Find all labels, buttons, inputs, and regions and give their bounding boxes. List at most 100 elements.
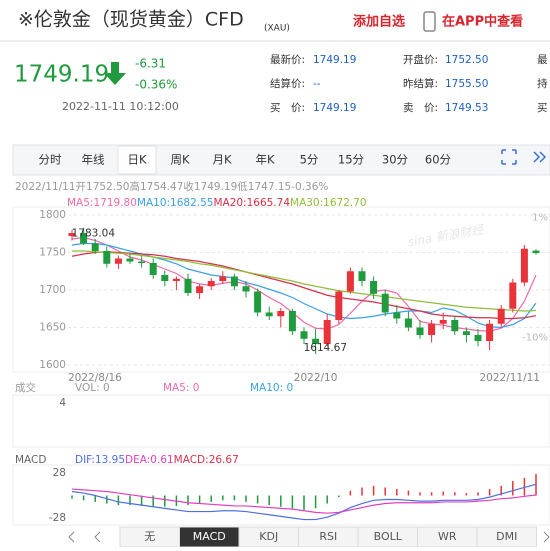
- legend-value: 1682.55: [170, 197, 213, 209]
- indicator-tab-label[interactable]: WR: [438, 530, 457, 543]
- legend-value: 1719.80: [93, 197, 136, 209]
- field-label: 开盘价:: [403, 53, 438, 66]
- indicator-tab-label[interactable]: MACD: [193, 530, 226, 543]
- tab[interactable]: 日K: [127, 153, 146, 167]
- tab[interactable]: 5分: [300, 153, 319, 167]
- x-tick-label: 2022/10: [294, 372, 338, 384]
- candle-body: [91, 243, 99, 251]
- candle-body: [520, 248, 528, 283]
- down-arrow: [104, 62, 126, 85]
- legend-value: 1665.74: [247, 197, 291, 209]
- fullscreen-icon[interactable]: [501, 149, 517, 165]
- field-value: 1749.19: [313, 102, 356, 114]
- y-tick-label: 1700: [39, 284, 66, 296]
- info-label: 低: [237, 180, 248, 193]
- legend: MA5:1719.80MA10:1682.55MA20:1665.74MA30:…: [67, 197, 367, 209]
- volume-frame: [12, 394, 550, 448]
- info-label: 高: [129, 180, 140, 193]
- field-value: 1752.50: [445, 54, 488, 66]
- add-watch[interactable]: 添加自选: [353, 14, 405, 30]
- change-pct: -0.36%: [135, 78, 177, 92]
- field-value: --: [313, 78, 321, 90]
- candle-body: [242, 286, 250, 292]
- info-label: 开: [76, 181, 87, 193]
- indicator-tab-label[interactable]: RSI: [319, 530, 337, 543]
- legend-value: 1672.70: [323, 197, 366, 209]
- code: (XAU): [264, 24, 290, 34]
- ma-line: [71, 251, 537, 320]
- candle-body: [80, 233, 88, 244]
- y-tick-label: 4: [59, 397, 66, 409]
- candle-body: [486, 323, 494, 341]
- tab[interactable]: 分时: [39, 153, 62, 167]
- tab[interactable]: 年K: [255, 153, 274, 167]
- info-value: 1749.19: [194, 181, 237, 193]
- candle-body: [103, 251, 111, 264]
- legend-value: 26.67: [209, 454, 239, 466]
- x-tick-label: 2022/8/16: [68, 372, 122, 384]
- candle-body: [439, 320, 447, 324]
- indicator-tab-label[interactable]: DMI: [496, 530, 517, 543]
- volume-legend: MA5: 0: [163, 382, 199, 394]
- ma-line: [71, 236, 537, 332]
- y-tick-label: 1750: [39, 247, 66, 259]
- panel-title: MACD: [15, 454, 46, 466]
- scroll-left[interactable]: [68, 531, 101, 543]
- candle-body: [149, 263, 157, 275]
- y-tick-label: 1650: [39, 322, 66, 334]
- y2-tick-label: 1%: [532, 213, 548, 224]
- candle-body: [230, 276, 238, 287]
- field-label: 买 价:: [270, 102, 305, 114]
- candle-body: [358, 271, 366, 281]
- candle-body: [312, 338, 320, 344]
- candle-body: [462, 331, 470, 335]
- open-app[interactable]: 在APP中查看: [442, 14, 523, 30]
- ohlc-info: 2022/11/11开1752.50高1754.47收1749.19低1747.…: [15, 180, 328, 193]
- macd-line: [71, 488, 537, 514]
- legend: DIF:13.95DEA:0.61MACD:26.67: [75, 454, 239, 466]
- candle-body: [300, 331, 308, 339]
- macd-frame: [12, 464, 550, 526]
- more-icon[interactable]: [533, 151, 547, 163]
- candle-body: [114, 258, 122, 264]
- candle-body: [532, 250, 540, 254]
- tab[interactable]: 月K: [212, 153, 231, 167]
- candle-body: [207, 281, 215, 287]
- candle-body: [265, 312, 273, 317]
- candle-body: [474, 335, 482, 341]
- legend-name: MACD:: [174, 454, 209, 466]
- candle-body: [68, 233, 76, 236]
- candle-body: [161, 275, 169, 281]
- tab[interactable]: 15分: [338, 153, 365, 167]
- info-pct: -0.36%: [291, 181, 328, 193]
- volume-legend: VOL: 0: [75, 382, 110, 394]
- candle-body: [138, 261, 146, 263]
- indicator-tab-label[interactable]: 无: [144, 530, 155, 543]
- field-label: 最: [537, 54, 548, 66]
- indicator-tab-label[interactable]: BOLL: [374, 530, 403, 543]
- tab[interactable]: 年线: [82, 153, 105, 167]
- candle-body: [451, 320, 459, 332]
- y-tick-label: 28: [53, 467, 66, 479]
- tab[interactable]: 周K: [170, 153, 189, 167]
- tab[interactable]: 30分: [382, 153, 409, 167]
- indicator-tab-label[interactable]: KDJ: [259, 530, 278, 543]
- info-label: 收: [183, 180, 194, 193]
- x-tick-label: 2022/11/11: [479, 372, 540, 384]
- legend-name: MA10:: [137, 197, 170, 209]
- phone-icon: [423, 11, 436, 32]
- field-value: 1749.19: [313, 54, 356, 66]
- volume-legend: MA10: 0: [250, 382, 293, 394]
- ma-line: [72, 250, 537, 312]
- legend-name: DIF:: [75, 454, 95, 466]
- candle-body: [172, 278, 180, 281]
- tab[interactable]: 60分: [425, 153, 452, 167]
- candle-body: [346, 271, 354, 292]
- legend-value: 13.95: [95, 454, 125, 466]
- candle-body: [509, 282, 517, 309]
- legend-value: 0.61: [150, 454, 173, 466]
- candle-body: [416, 327, 424, 335]
- field-value: 1755.50: [445, 78, 488, 90]
- y-tick-label: 1800: [39, 209, 66, 221]
